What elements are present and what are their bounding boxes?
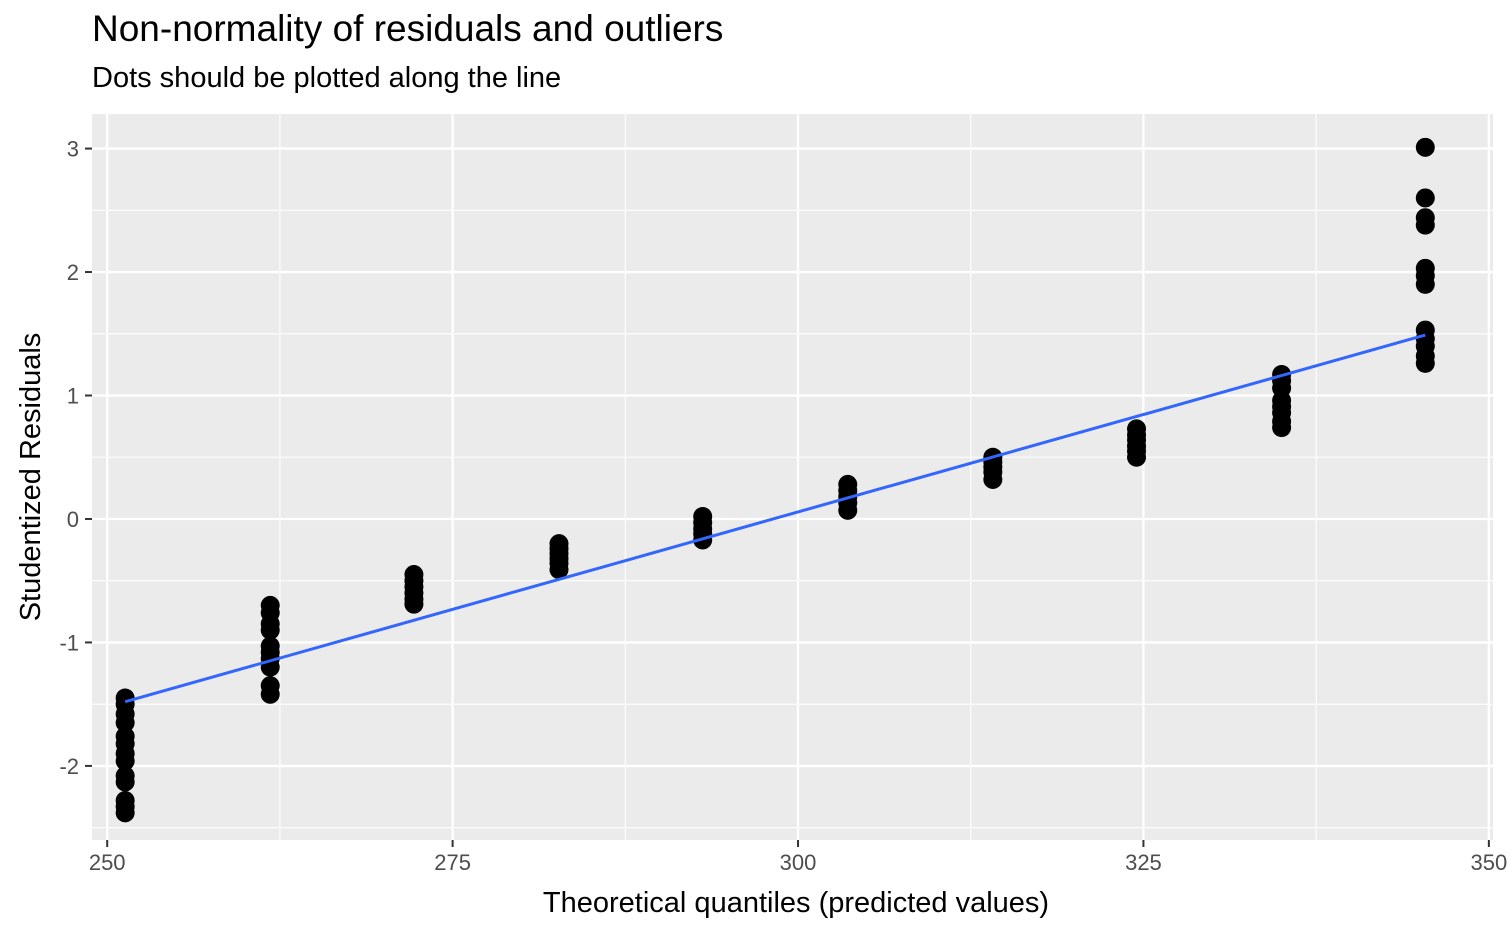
- data-point: [1127, 447, 1147, 467]
- y-axis-title: Studentized Residuals: [15, 333, 47, 622]
- x-tick-label: 250: [89, 850, 126, 875]
- data-point: [115, 751, 135, 771]
- data-point: [404, 594, 424, 614]
- data-point: [1415, 215, 1435, 235]
- x-tick-label: 275: [434, 850, 471, 875]
- reference-line: [124, 333, 1426, 704]
- y-tick-label: -2: [59, 754, 79, 779]
- y-tick-label: -1: [59, 630, 79, 655]
- plot-panel: [92, 114, 1493, 840]
- fit-line: [124, 333, 1426, 704]
- data-point: [1415, 188, 1435, 208]
- data-point: [115, 803, 135, 823]
- data-point: [1272, 418, 1292, 438]
- data-point: [838, 500, 858, 520]
- y-tick-label: 1: [67, 384, 79, 409]
- data-point: [115, 713, 135, 733]
- y-tick-label: 3: [67, 137, 79, 162]
- chart-subtitle: Dots should be plotted along the line: [92, 62, 562, 94]
- x-axis-title: Theoretical quantiles (predicted values): [543, 887, 1049, 919]
- chart-title: Non-normality of residuals and outliers: [92, 8, 724, 49]
- x-tick-label: 350: [1470, 850, 1507, 875]
- scatter-points: [115, 137, 1435, 823]
- data-point: [549, 560, 569, 580]
- grid-lines: [92, 114, 1493, 840]
- y-tick-label: 0: [67, 507, 79, 532]
- data-point: [983, 469, 1003, 489]
- data-point: [1415, 137, 1435, 157]
- data-point: [115, 772, 135, 792]
- data-point: [260, 620, 280, 640]
- data-point: [260, 684, 280, 704]
- x-tick-label: 325: [1125, 850, 1162, 875]
- data-point: [1415, 274, 1435, 294]
- x-tick-label: 300: [780, 850, 817, 875]
- x-axis-ticks: 250 275 300 325 350: [89, 840, 1507, 875]
- y-axis-ticks: -2 -1 0 1 2 3: [59, 137, 92, 779]
- y-tick-label: 2: [67, 260, 79, 285]
- data-point: [1415, 353, 1435, 373]
